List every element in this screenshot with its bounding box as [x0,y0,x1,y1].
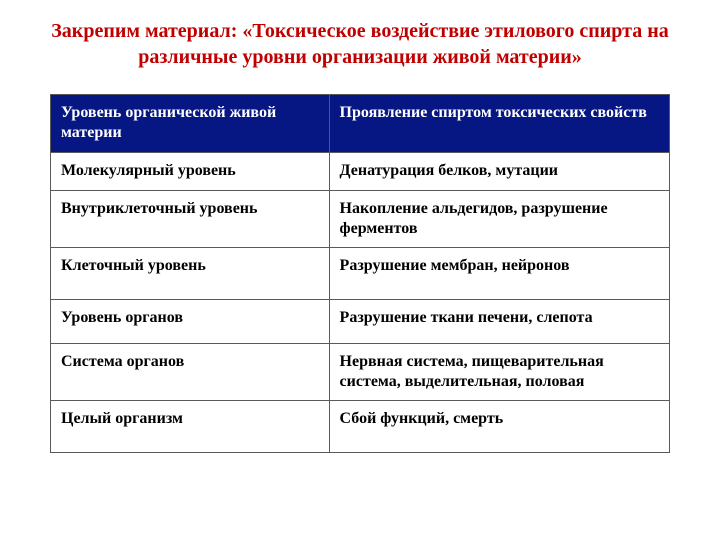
table-row: Внутриклеточный уровень Накопление альде… [51,191,670,248]
table-header-cell: Проявление спиртом токсических свойств [329,95,669,153]
table-row: Целый организм Сбой функций, смерть [51,401,670,453]
table-cell: Разрушение мембран, нейронов [329,248,669,300]
table-cell: Нервная система, пищеварительная система… [329,344,669,401]
table-row: Уровень органов Разрушение ткани печени,… [51,300,670,344]
table-cell: Накопление альдегидов, разрушение фермен… [329,191,669,248]
table-cell: Клеточный уровень [51,248,330,300]
table-cell: Разрушение ткани печени, слепота [329,300,669,344]
table-cell: Целый организм [51,401,330,453]
table-cell: Сбой функций, смерть [329,401,669,453]
table-container: Уровень органической живой материи Прояв… [0,94,720,453]
table-cell: Денатурация белков, мутации [329,153,669,191]
table-cell: Уровень органов [51,300,330,344]
table-header-cell: Уровень органической живой материи [51,95,330,153]
page-title: Закрепим материал: «Токсическое воздейст… [0,18,720,70]
table-row: Молекулярный уровень Денатурация белков,… [51,153,670,191]
table-row: Клеточный уровень Разрушение мембран, не… [51,248,670,300]
table-cell: Система органов [51,344,330,401]
table-cell: Молекулярный уровень [51,153,330,191]
toxicity-table: Уровень органической живой материи Прояв… [50,94,670,453]
table-header-row: Уровень органической живой материи Прояв… [51,95,670,153]
table-row: Система органов Нервная система, пищевар… [51,344,670,401]
table-cell: Внутриклеточный уровень [51,191,330,248]
